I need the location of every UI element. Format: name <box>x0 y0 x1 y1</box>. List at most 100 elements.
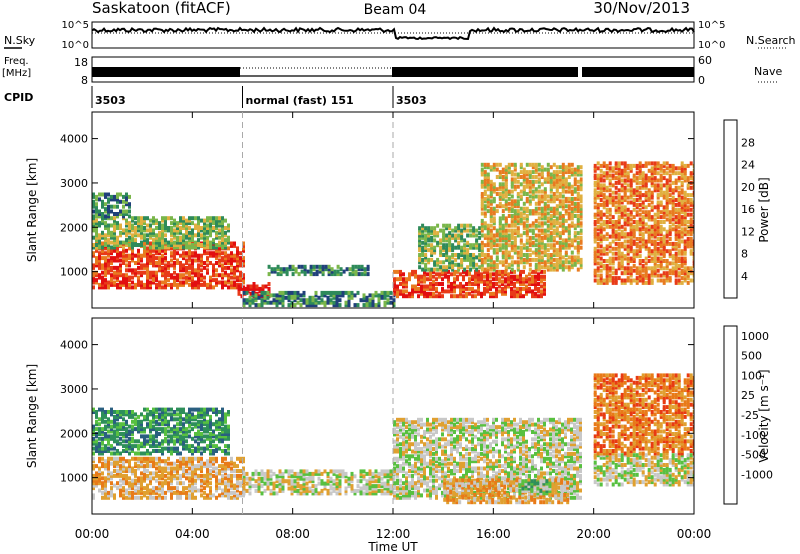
power-cell <box>267 272 271 277</box>
power-cell <box>567 238 571 243</box>
power-cell <box>528 286 531 291</box>
power-cell <box>662 207 666 212</box>
velocity-cell <box>221 407 224 412</box>
power-cell <box>227 278 230 283</box>
power-cell <box>689 241 693 246</box>
power-cell <box>480 243 484 248</box>
power-cell <box>122 280 125 285</box>
power-cell <box>555 182 559 187</box>
velocity-cell <box>179 410 182 414</box>
power-cell <box>240 286 244 291</box>
power-cell <box>623 161 627 166</box>
power-cell <box>312 267 316 272</box>
power-cell <box>176 235 179 240</box>
power-cell <box>656 232 660 237</box>
power-cell <box>149 233 152 238</box>
power-cell <box>203 243 206 247</box>
power-cell <box>525 177 529 182</box>
power-cell <box>614 207 618 212</box>
power-cell <box>677 215 681 220</box>
power-cell <box>480 250 484 255</box>
velocity-cell <box>104 434 107 439</box>
power-cell <box>424 255 428 260</box>
velocity-cell <box>107 436 110 441</box>
power-cell <box>626 163 630 168</box>
power-cell <box>332 300 336 305</box>
power-cell <box>191 268 194 273</box>
power-cell <box>531 194 535 199</box>
velocity-cell <box>158 414 161 419</box>
power-cell <box>293 298 297 303</box>
power-cell <box>414 272 417 277</box>
power-cell <box>95 233 98 238</box>
power-cell <box>143 238 146 243</box>
velocity-cell <box>152 471 155 476</box>
velocity-cell <box>104 449 107 453</box>
power-cell <box>543 291 546 296</box>
power-cell <box>671 195 675 200</box>
power-cell <box>608 198 612 202</box>
power-cell <box>546 170 550 175</box>
power-cell <box>620 215 624 220</box>
velocity-cell <box>140 483 143 488</box>
power-cell <box>445 226 449 231</box>
power-cell <box>429 284 432 289</box>
power-cell <box>689 237 693 241</box>
power-cell <box>469 255 473 260</box>
power-cell <box>623 210 627 215</box>
power-cell <box>576 243 580 248</box>
power-cell <box>140 253 143 258</box>
power-cell <box>128 194 131 199</box>
power-cell <box>629 246 633 251</box>
power-cell <box>641 244 645 249</box>
power-cell <box>629 249 633 254</box>
power-cell <box>191 278 194 283</box>
power-cell <box>656 188 660 193</box>
velocity-cell <box>119 427 122 432</box>
velocity-cell <box>101 412 104 417</box>
power-cell <box>510 214 514 218</box>
power-cell <box>430 245 434 250</box>
power-cell <box>644 229 648 234</box>
power-cell <box>227 226 230 230</box>
power-cell <box>483 243 487 248</box>
power-cell <box>155 243 158 247</box>
power-cell <box>692 178 694 183</box>
power-cell <box>650 183 654 188</box>
power-cell <box>653 224 657 229</box>
velocity-cell <box>140 456 143 461</box>
power-cell <box>549 216 553 221</box>
power-cell <box>460 260 464 265</box>
power-cell <box>321 269 325 274</box>
power-cell <box>498 182 502 187</box>
power-cell <box>185 270 188 275</box>
power-cell <box>561 175 565 179</box>
power-cell <box>474 279 477 284</box>
velocity-cell <box>98 466 101 471</box>
velocity-cell <box>98 473 101 478</box>
power-cell <box>125 212 128 216</box>
power-cell <box>552 175 556 179</box>
power-cell <box>442 243 446 248</box>
power-cell <box>439 265 443 270</box>
power-cell <box>119 258 122 263</box>
power-cell <box>528 162 532 167</box>
power-cell <box>436 231 440 236</box>
power-cell <box>122 228 125 233</box>
power-cell <box>424 257 428 262</box>
power-cell <box>107 285 110 290</box>
power-cell <box>593 271 597 276</box>
power-cell <box>552 248 556 253</box>
power-cell <box>433 248 437 253</box>
power-cell <box>549 209 553 214</box>
power-cell <box>602 188 606 193</box>
power-cell <box>626 239 630 244</box>
velocity-cell <box>164 432 167 436</box>
power-cell <box>692 229 694 234</box>
power-cell <box>620 261 624 266</box>
power-cell <box>608 193 612 198</box>
power-cell <box>182 268 185 273</box>
velocity-cell <box>125 466 128 471</box>
power-cell <box>593 198 597 202</box>
power-cell <box>125 199 128 204</box>
